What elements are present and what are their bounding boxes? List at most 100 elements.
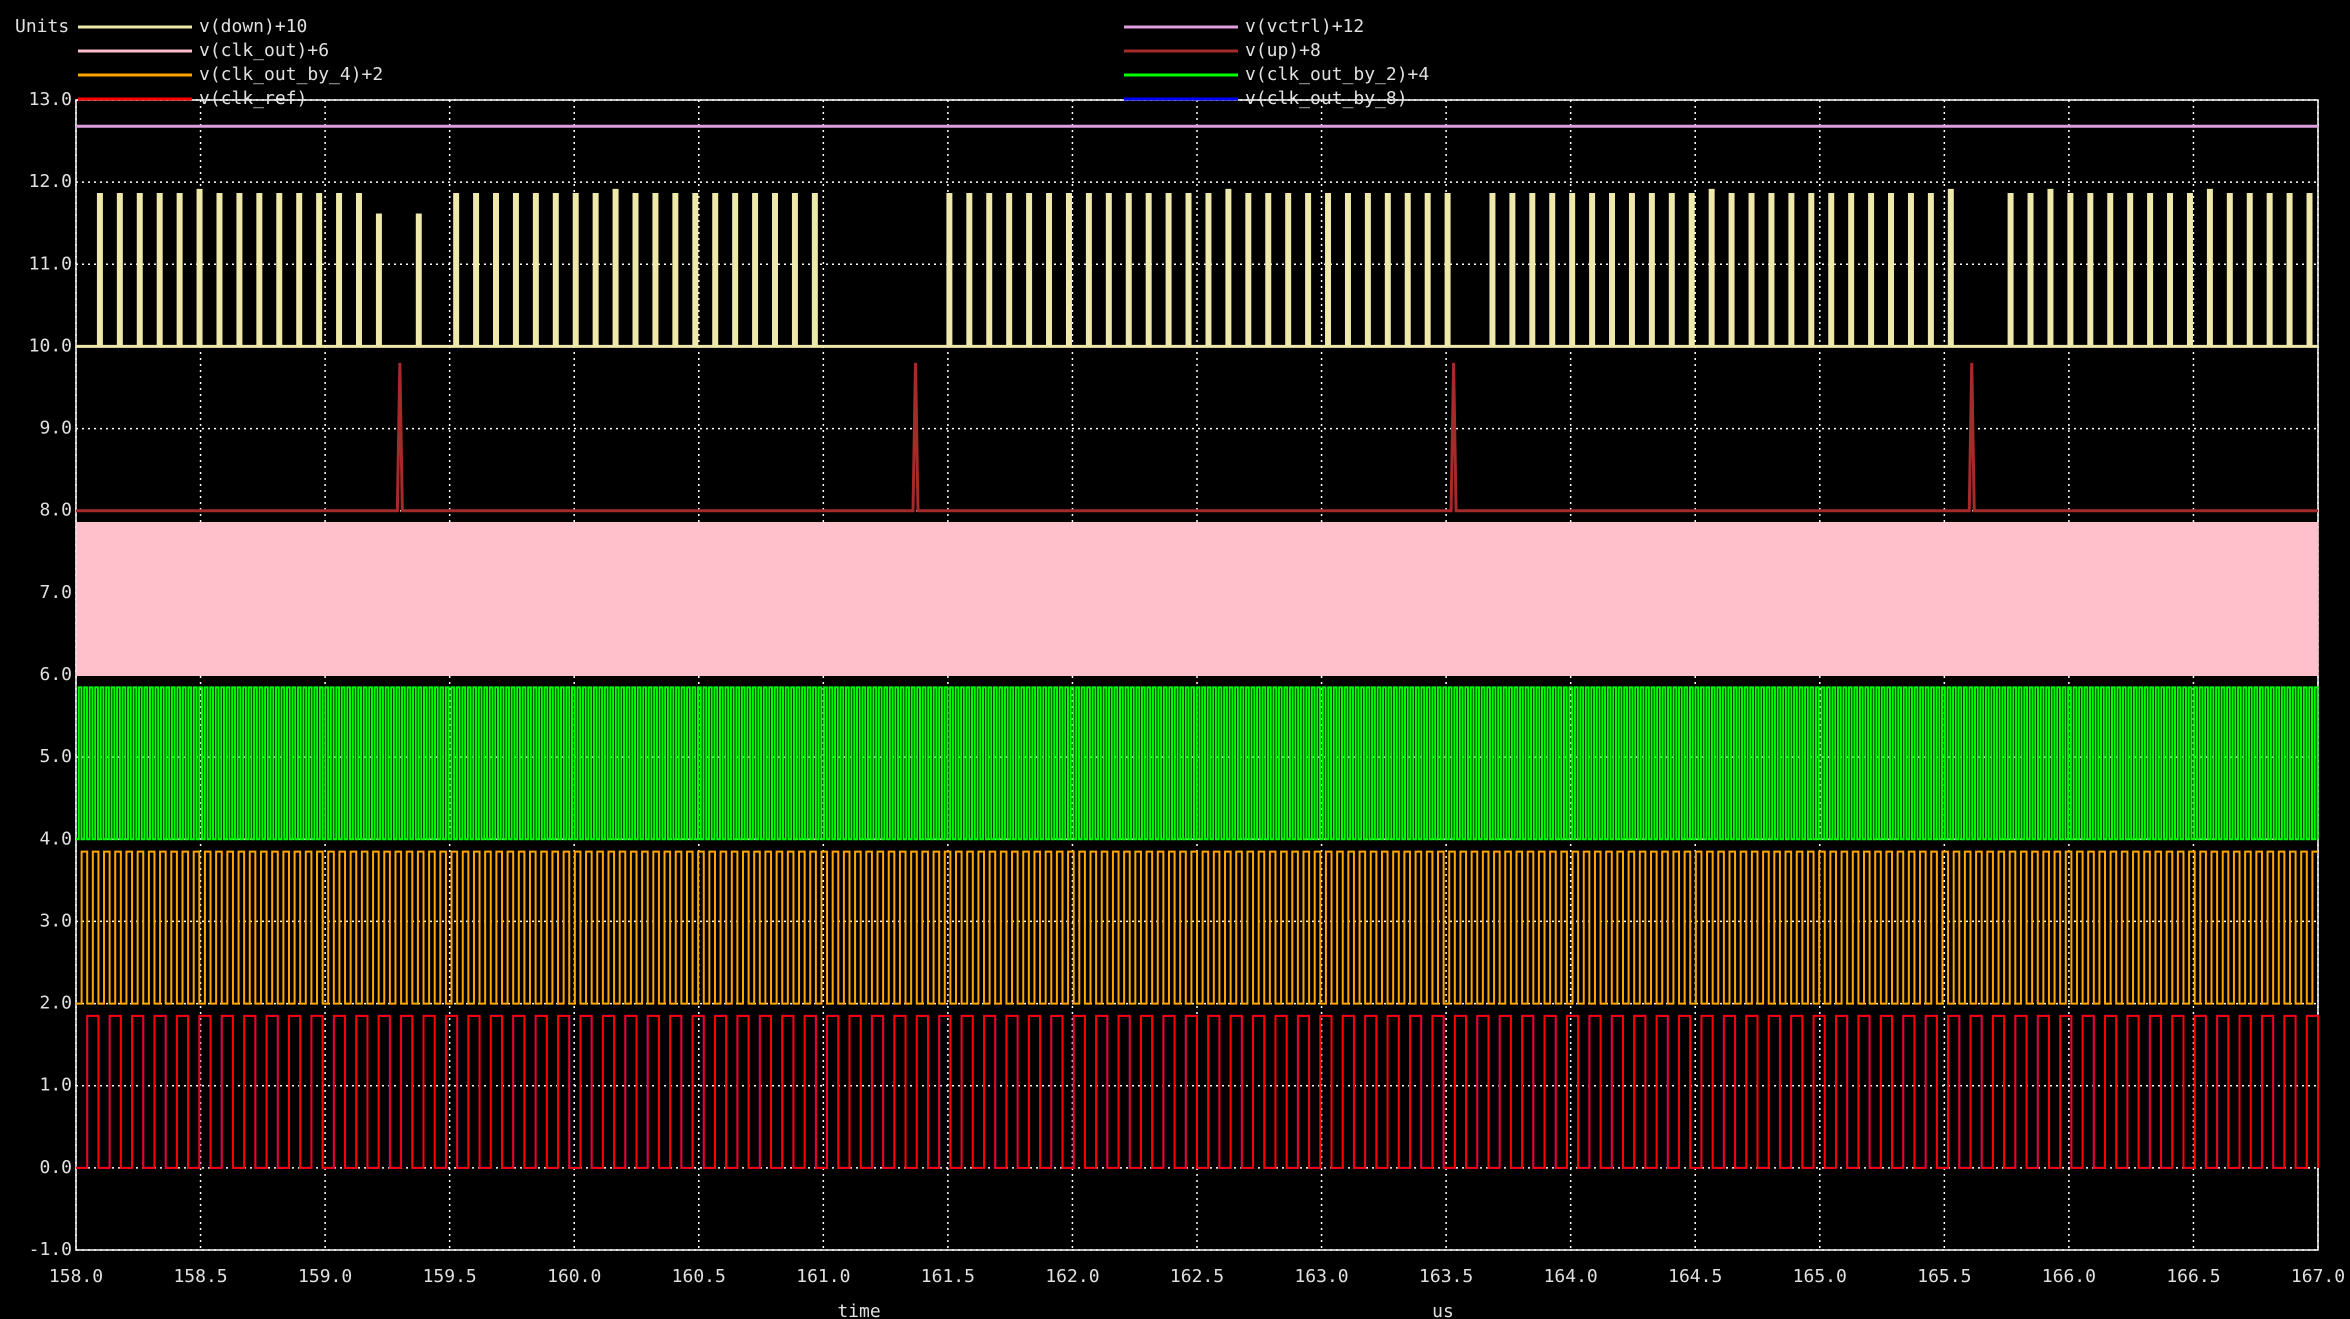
x-tick-label: 163.5 xyxy=(1419,1266,1473,1287)
pulse xyxy=(1145,192,1152,347)
pulse xyxy=(752,192,759,347)
x-tick-label: 158.5 xyxy=(173,1266,227,1287)
pulse xyxy=(116,192,123,347)
pulse xyxy=(256,192,263,347)
pulse xyxy=(2246,192,2253,347)
pulse xyxy=(236,192,243,347)
pulse xyxy=(276,192,283,347)
x-tick-label: 158.0 xyxy=(49,1266,103,1287)
x-tick-label: 167.0 xyxy=(2291,1266,2345,1287)
pulse xyxy=(612,188,619,347)
trace xyxy=(76,686,2319,841)
pulse xyxy=(811,192,818,347)
x-tick-label: 164.5 xyxy=(1668,1266,1722,1287)
pulse xyxy=(712,192,719,347)
pulse xyxy=(986,192,993,347)
pulse xyxy=(1888,192,1895,347)
y-tick-label: 6.0 xyxy=(39,664,72,685)
pulse xyxy=(1648,192,1655,347)
pulse xyxy=(375,213,382,347)
y-tick-label: 7.0 xyxy=(39,582,72,603)
trace xyxy=(76,850,2318,1005)
pulse xyxy=(1509,192,1516,347)
pulse xyxy=(732,192,739,347)
trace xyxy=(76,362,2318,513)
x-tick-label: 159.5 xyxy=(423,1266,477,1287)
x-tick-label: 161.5 xyxy=(921,1266,975,1287)
pulse xyxy=(1205,192,1212,347)
x-tick-label: 160.0 xyxy=(547,1266,601,1287)
pulse xyxy=(1688,192,1695,347)
y-tick-label: 13.0 xyxy=(29,89,72,110)
pulse xyxy=(2286,192,2293,347)
y-tick-label: -1.0 xyxy=(29,1239,72,1260)
pulse xyxy=(652,192,659,347)
pulse xyxy=(1589,192,1596,347)
legend-label: v(down)+10 xyxy=(199,16,307,37)
pulse xyxy=(2226,192,2233,347)
pulse xyxy=(176,192,183,347)
pulse xyxy=(512,192,519,347)
pulse xyxy=(1489,192,1496,347)
pulse xyxy=(2127,192,2134,347)
pulse xyxy=(2047,188,2054,347)
trace xyxy=(76,1014,2319,1169)
pulse xyxy=(1046,192,1053,347)
pulse xyxy=(1609,192,1616,347)
pulse xyxy=(336,192,343,347)
pulse xyxy=(96,192,103,347)
pulse xyxy=(2107,192,2114,347)
pulse xyxy=(1384,192,1391,347)
pulse xyxy=(1708,188,1715,347)
legend-label: v(clk_out_by_2)+4 xyxy=(1245,64,1429,85)
y-tick-label: 1.0 xyxy=(39,1075,72,1096)
pulse xyxy=(1768,192,1775,347)
x-tick-label: 160.5 xyxy=(672,1266,726,1287)
legend-label: v(clk_out_by_4)+2 xyxy=(199,64,383,85)
pulse xyxy=(1868,192,1875,347)
x-axis-label: time xyxy=(837,1301,880,1319)
pulse xyxy=(136,192,143,347)
pulse xyxy=(196,188,203,347)
pulse xyxy=(1947,188,1954,347)
pulse xyxy=(791,192,798,347)
pulse xyxy=(2027,192,2034,347)
pulse xyxy=(1549,192,1556,347)
pulse xyxy=(692,192,699,347)
pulse xyxy=(1125,192,1132,347)
pulse xyxy=(1569,192,1576,347)
pulse xyxy=(1364,192,1371,347)
pulse xyxy=(316,192,323,347)
pulse xyxy=(672,192,679,347)
pulse xyxy=(1065,192,1072,347)
pulse xyxy=(1165,192,1172,347)
pulse xyxy=(1225,188,1232,347)
x-tick-label: 165.0 xyxy=(1793,1266,1847,1287)
trace xyxy=(76,522,2319,676)
pulse xyxy=(1907,192,1914,347)
x-tick-label: 159.0 xyxy=(298,1266,352,1287)
y-tick-label: 0.0 xyxy=(39,1157,72,1178)
pulse xyxy=(1344,192,1351,347)
pulse xyxy=(592,192,599,347)
x-unit-label: us xyxy=(1432,1301,1454,1319)
pulse xyxy=(1185,192,1192,347)
pulse xyxy=(216,192,223,347)
x-tick-label: 163.0 xyxy=(1294,1266,1348,1287)
pulse xyxy=(1105,192,1112,347)
x-tick-label: 164.0 xyxy=(1544,1266,1598,1287)
pulse xyxy=(1828,192,1835,347)
y-tick-label: 11.0 xyxy=(29,253,72,274)
x-tick-label: 166.0 xyxy=(2042,1266,2096,1287)
y-tick-label: 8.0 xyxy=(39,500,72,521)
pulse xyxy=(473,192,480,347)
pulse xyxy=(156,192,163,347)
x-tick-label: 165.5 xyxy=(1917,1266,1971,1287)
pulse xyxy=(1424,192,1431,347)
pulse xyxy=(1728,192,1735,347)
y-tick-label: 5.0 xyxy=(39,746,72,767)
pulse xyxy=(2147,192,2154,347)
legend-label: v(vctrl)+12 xyxy=(1245,16,1364,37)
